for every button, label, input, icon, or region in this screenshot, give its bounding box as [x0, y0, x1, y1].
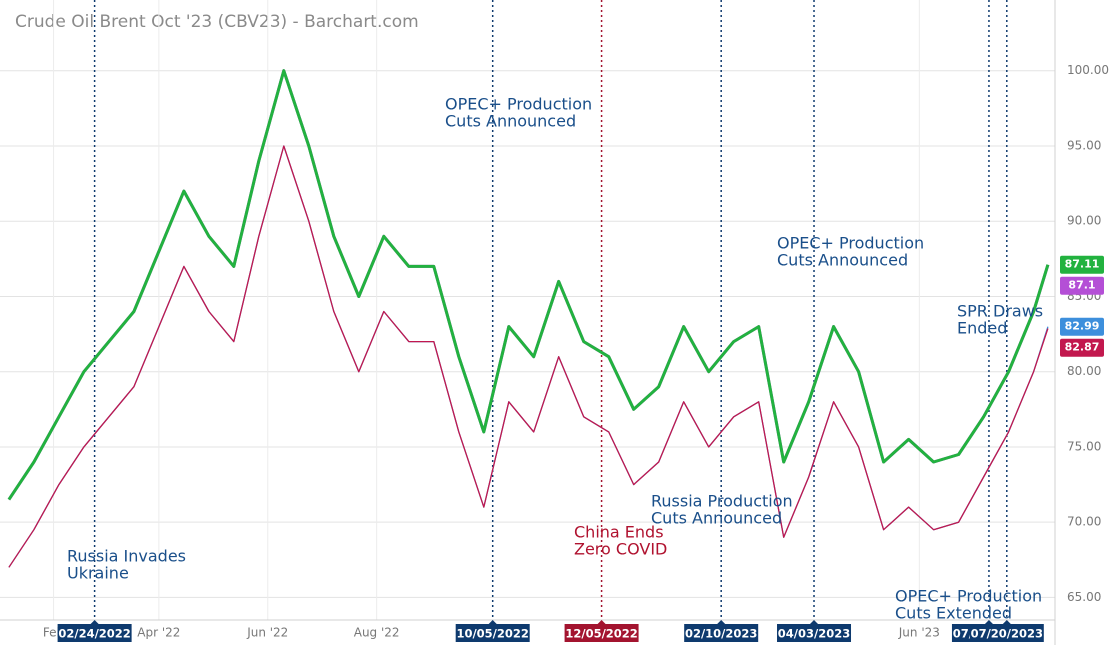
- event-pointer: [984, 620, 993, 624]
- event-marker: 10/05/2022: [455, 620, 530, 642]
- event-marker: 07/20/2023: [969, 620, 1044, 642]
- event-box: [57, 624, 132, 642]
- value-tag: [1060, 338, 1104, 357]
- annotation: Russia Production: [651, 492, 793, 511]
- event-label: 02/24/2022: [58, 627, 130, 641]
- value-label: 82.87: [1065, 341, 1100, 354]
- event-label: 04/03/2023: [778, 627, 850, 641]
- annotation: Cuts Extended: [895, 604, 1012, 623]
- chart-title: Crude Oil Brent Oct '23 (CBV23) - Barcha…: [15, 12, 419, 32]
- annotation: Russia Invades: [67, 547, 186, 566]
- event-label: 02/10/2023: [685, 627, 757, 641]
- annotation: Ended: [957, 319, 1007, 338]
- event-box: [969, 624, 1044, 642]
- x-tick-label: Jun '23: [898, 626, 940, 640]
- value-tag: [1060, 317, 1104, 336]
- x-tick-label: Apr '22: [137, 626, 180, 640]
- annotation: OPEC+ Production: [777, 234, 924, 253]
- event-label: 10/05/2022: [456, 627, 528, 641]
- annotation: SPR Draws: [957, 302, 1043, 321]
- event-label: 07/20/2023: [971, 627, 1043, 641]
- value-label: 82.99: [1065, 320, 1100, 333]
- annotation: Cuts Announced: [777, 251, 908, 270]
- annotation: Zero COVID: [574, 540, 667, 559]
- value-label: 87.11: [1065, 258, 1100, 271]
- y-tick-label: 100.00: [1067, 63, 1109, 77]
- y-tick-label: 75.00: [1067, 439, 1101, 453]
- annotation: China Ends: [574, 523, 664, 542]
- y-tick-label: 95.00: [1067, 138, 1101, 152]
- event-pointer: [810, 620, 819, 624]
- y-tick-label: 65.00: [1067, 590, 1101, 604]
- event-pointer: [717, 620, 726, 624]
- y-tick-label: 90.00: [1067, 214, 1101, 228]
- event-pointer: [597, 620, 606, 624]
- event-marker: 04/03/2023: [777, 620, 852, 642]
- event-pointer: [90, 620, 99, 624]
- event-pointer: [488, 620, 497, 624]
- value-tag: [1060, 255, 1104, 274]
- event-box: [455, 624, 530, 642]
- value-tag: [1060, 276, 1104, 295]
- event-box: [564, 624, 639, 642]
- y-tick-label: 70.00: [1067, 515, 1101, 529]
- event-box: [684, 624, 759, 642]
- event-pointer: [1002, 620, 1011, 624]
- event-marker: 12/05/2022: [564, 620, 639, 642]
- annotation: Ukraine: [67, 564, 129, 583]
- y-tick-label: 80.00: [1067, 364, 1101, 378]
- event-marker: 02/24/2022: [57, 620, 132, 642]
- value-label: 87.1: [1068, 279, 1095, 292]
- line-series: [8, 145, 1049, 568]
- annotation: Cuts Announced: [445, 112, 576, 131]
- x-tick-label: Jun '22: [246, 626, 288, 640]
- annotation: Cuts Announced: [651, 509, 782, 528]
- event-marker: 02/10/2023: [684, 620, 759, 642]
- event-label: 12/05/2022: [565, 627, 637, 641]
- event-box: [777, 624, 852, 642]
- annotation: OPEC+ Production: [445, 95, 592, 114]
- line-series: [7, 69, 1050, 501]
- x-tick-label: Aug '22: [354, 626, 400, 640]
- annotation: OPEC+ Production: [895, 587, 1042, 606]
